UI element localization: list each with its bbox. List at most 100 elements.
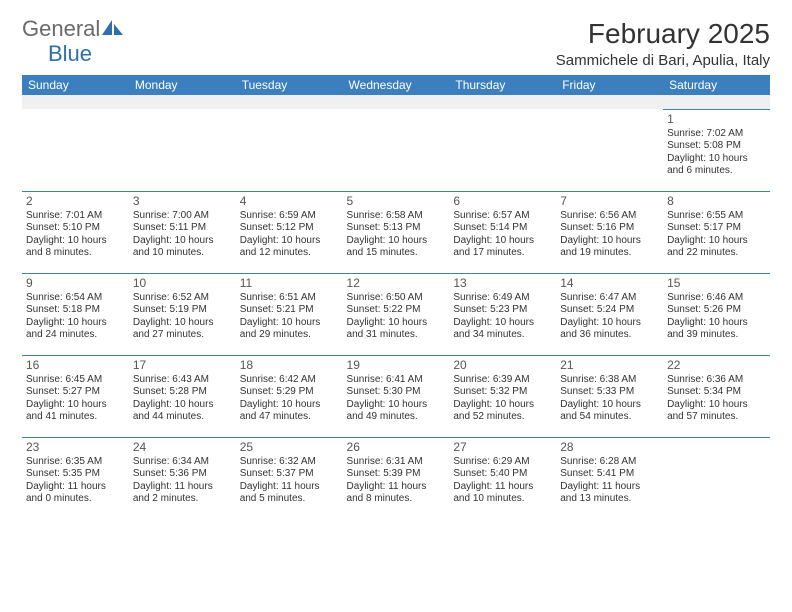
daylight-line: Daylight: 10 hours and 36 minutes.	[560, 317, 659, 342]
day-cell: 16Sunrise: 6:45 AMSunset: 5:27 PMDayligh…	[22, 355, 129, 437]
logo-word1: General	[22, 16, 100, 41]
day-cell: 1Sunrise: 7:02 AMSunset: 5:08 PMDaylight…	[663, 109, 770, 191]
weekday-header: Friday	[556, 75, 663, 95]
sunset-line: Sunset: 5:35 PM	[26, 468, 125, 481]
daylight-line: Daylight: 10 hours and 39 minutes.	[667, 317, 766, 342]
daylight-line: Daylight: 10 hours and 19 minutes.	[560, 235, 659, 260]
sunrise-line: Sunrise: 6:41 AM	[347, 374, 446, 387]
day-cell: 2Sunrise: 7:01 AMSunset: 5:10 PMDaylight…	[22, 191, 129, 273]
calendar-head: SundayMondayTuesdayWednesdayThursdayFrid…	[22, 75, 770, 95]
day-cell: 17Sunrise: 6:43 AMSunset: 5:28 PMDayligh…	[129, 355, 236, 437]
daylight-line: Daylight: 10 hours and 57 minutes.	[667, 399, 766, 424]
month-title: February 2025	[556, 18, 770, 50]
day-number: 10	[133, 276, 232, 291]
calendar-body: 1Sunrise: 7:02 AMSunset: 5:08 PMDaylight…	[22, 95, 770, 519]
sunset-line: Sunset: 5:30 PM	[347, 386, 446, 399]
day-number: 5	[347, 194, 446, 209]
day-number: 19	[347, 358, 446, 373]
weekday-header: Wednesday	[343, 75, 450, 95]
week-row: 2Sunrise: 7:01 AMSunset: 5:10 PMDaylight…	[22, 191, 770, 273]
day-cell: 6Sunrise: 6:57 AMSunset: 5:14 PMDaylight…	[449, 191, 556, 273]
sunrise-line: Sunrise: 6:46 AM	[667, 292, 766, 305]
day-number: 9	[26, 276, 125, 291]
sunrise-line: Sunrise: 6:45 AM	[26, 374, 125, 387]
daylight-line: Daylight: 10 hours and 27 minutes.	[133, 317, 232, 342]
day-number: 24	[133, 440, 232, 455]
weekday-header: Monday	[129, 75, 236, 95]
daylight-line: Daylight: 11 hours and 5 minutes.	[240, 481, 339, 506]
day-cell: 14Sunrise: 6:47 AMSunset: 5:24 PMDayligh…	[556, 273, 663, 355]
day-number: 17	[133, 358, 232, 373]
logo-sail-icon	[102, 18, 124, 41]
week-row: 1Sunrise: 7:02 AMSunset: 5:08 PMDaylight…	[22, 109, 770, 191]
day-number: 4	[240, 194, 339, 209]
sunrise-line: Sunrise: 7:00 AM	[133, 210, 232, 223]
sunset-line: Sunset: 5:40 PM	[453, 468, 552, 481]
sunrise-line: Sunrise: 6:56 AM	[560, 210, 659, 223]
sunset-line: Sunset: 5:17 PM	[667, 222, 766, 235]
daylight-line: Daylight: 10 hours and 31 minutes.	[347, 317, 446, 342]
day-cell: 5Sunrise: 6:58 AMSunset: 5:13 PMDaylight…	[343, 191, 450, 273]
sunset-line: Sunset: 5:41 PM	[560, 468, 659, 481]
daylight-line: Daylight: 10 hours and 17 minutes.	[453, 235, 552, 260]
sunset-line: Sunset: 5:08 PM	[667, 140, 766, 153]
daylight-line: Daylight: 10 hours and 41 minutes.	[26, 399, 125, 424]
day-cell: 20Sunrise: 6:39 AMSunset: 5:32 PMDayligh…	[449, 355, 556, 437]
sunrise-line: Sunrise: 6:47 AM	[560, 292, 659, 305]
sunrise-line: Sunrise: 6:52 AM	[133, 292, 232, 305]
weekday-header: Thursday	[449, 75, 556, 95]
sunset-line: Sunset: 5:34 PM	[667, 386, 766, 399]
day-number: 1	[667, 112, 766, 127]
sunset-line: Sunset: 5:21 PM	[240, 304, 339, 317]
day-number: 20	[453, 358, 552, 373]
day-number: 7	[560, 194, 659, 209]
day-cell	[449, 109, 556, 191]
day-cell: 8Sunrise: 6:55 AMSunset: 5:17 PMDaylight…	[663, 191, 770, 273]
day-cell: 25Sunrise: 6:32 AMSunset: 5:37 PMDayligh…	[236, 437, 343, 519]
sunset-line: Sunset: 5:27 PM	[26, 386, 125, 399]
calendar-table: SundayMondayTuesdayWednesdayThursdayFrid…	[22, 75, 770, 519]
sunset-line: Sunset: 5:22 PM	[347, 304, 446, 317]
sunrise-line: Sunrise: 6:55 AM	[667, 210, 766, 223]
blank-row	[22, 95, 770, 109]
sunrise-line: Sunrise: 6:49 AM	[453, 292, 552, 305]
day-cell: 23Sunrise: 6:35 AMSunset: 5:35 PMDayligh…	[22, 437, 129, 519]
day-number: 13	[453, 276, 552, 291]
sunset-line: Sunset: 5:39 PM	[347, 468, 446, 481]
day-cell	[663, 437, 770, 519]
day-cell: 10Sunrise: 6:52 AMSunset: 5:19 PMDayligh…	[129, 273, 236, 355]
sunrise-line: Sunrise: 6:36 AM	[667, 374, 766, 387]
day-number: 16	[26, 358, 125, 373]
sunrise-line: Sunrise: 7:01 AM	[26, 210, 125, 223]
day-cell: 27Sunrise: 6:29 AMSunset: 5:40 PMDayligh…	[449, 437, 556, 519]
day-cell: 12Sunrise: 6:50 AMSunset: 5:22 PMDayligh…	[343, 273, 450, 355]
week-row: 9Sunrise: 6:54 AMSunset: 5:18 PMDaylight…	[22, 273, 770, 355]
day-number: 23	[26, 440, 125, 455]
daylight-line: Daylight: 10 hours and 49 minutes.	[347, 399, 446, 424]
daylight-line: Daylight: 10 hours and 22 minutes.	[667, 235, 766, 260]
day-cell	[22, 109, 129, 191]
day-cell: 24Sunrise: 6:34 AMSunset: 5:36 PMDayligh…	[129, 437, 236, 519]
day-cell: 19Sunrise: 6:41 AMSunset: 5:30 PMDayligh…	[343, 355, 450, 437]
sunset-line: Sunset: 5:33 PM	[560, 386, 659, 399]
sunset-line: Sunset: 5:11 PM	[133, 222, 232, 235]
weekday-row: SundayMondayTuesdayWednesdayThursdayFrid…	[22, 75, 770, 95]
week-row: 23Sunrise: 6:35 AMSunset: 5:35 PMDayligh…	[22, 437, 770, 519]
day-cell: 22Sunrise: 6:36 AMSunset: 5:34 PMDayligh…	[663, 355, 770, 437]
sunset-line: Sunset: 5:23 PM	[453, 304, 552, 317]
day-number: 15	[667, 276, 766, 291]
day-number: 28	[560, 440, 659, 455]
sunrise-line: Sunrise: 6:31 AM	[347, 456, 446, 469]
sunset-line: Sunset: 5:16 PM	[560, 222, 659, 235]
sunrise-line: Sunrise: 6:28 AM	[560, 456, 659, 469]
day-number: 6	[453, 194, 552, 209]
sunset-line: Sunset: 5:13 PM	[347, 222, 446, 235]
daylight-line: Daylight: 10 hours and 34 minutes.	[453, 317, 552, 342]
sunrise-line: Sunrise: 6:32 AM	[240, 456, 339, 469]
logo: General Blue	[22, 18, 124, 67]
day-number: 14	[560, 276, 659, 291]
logo-text-block: General Blue	[22, 18, 124, 67]
sunrise-line: Sunrise: 6:39 AM	[453, 374, 552, 387]
day-cell: 26Sunrise: 6:31 AMSunset: 5:39 PMDayligh…	[343, 437, 450, 519]
day-number: 21	[560, 358, 659, 373]
